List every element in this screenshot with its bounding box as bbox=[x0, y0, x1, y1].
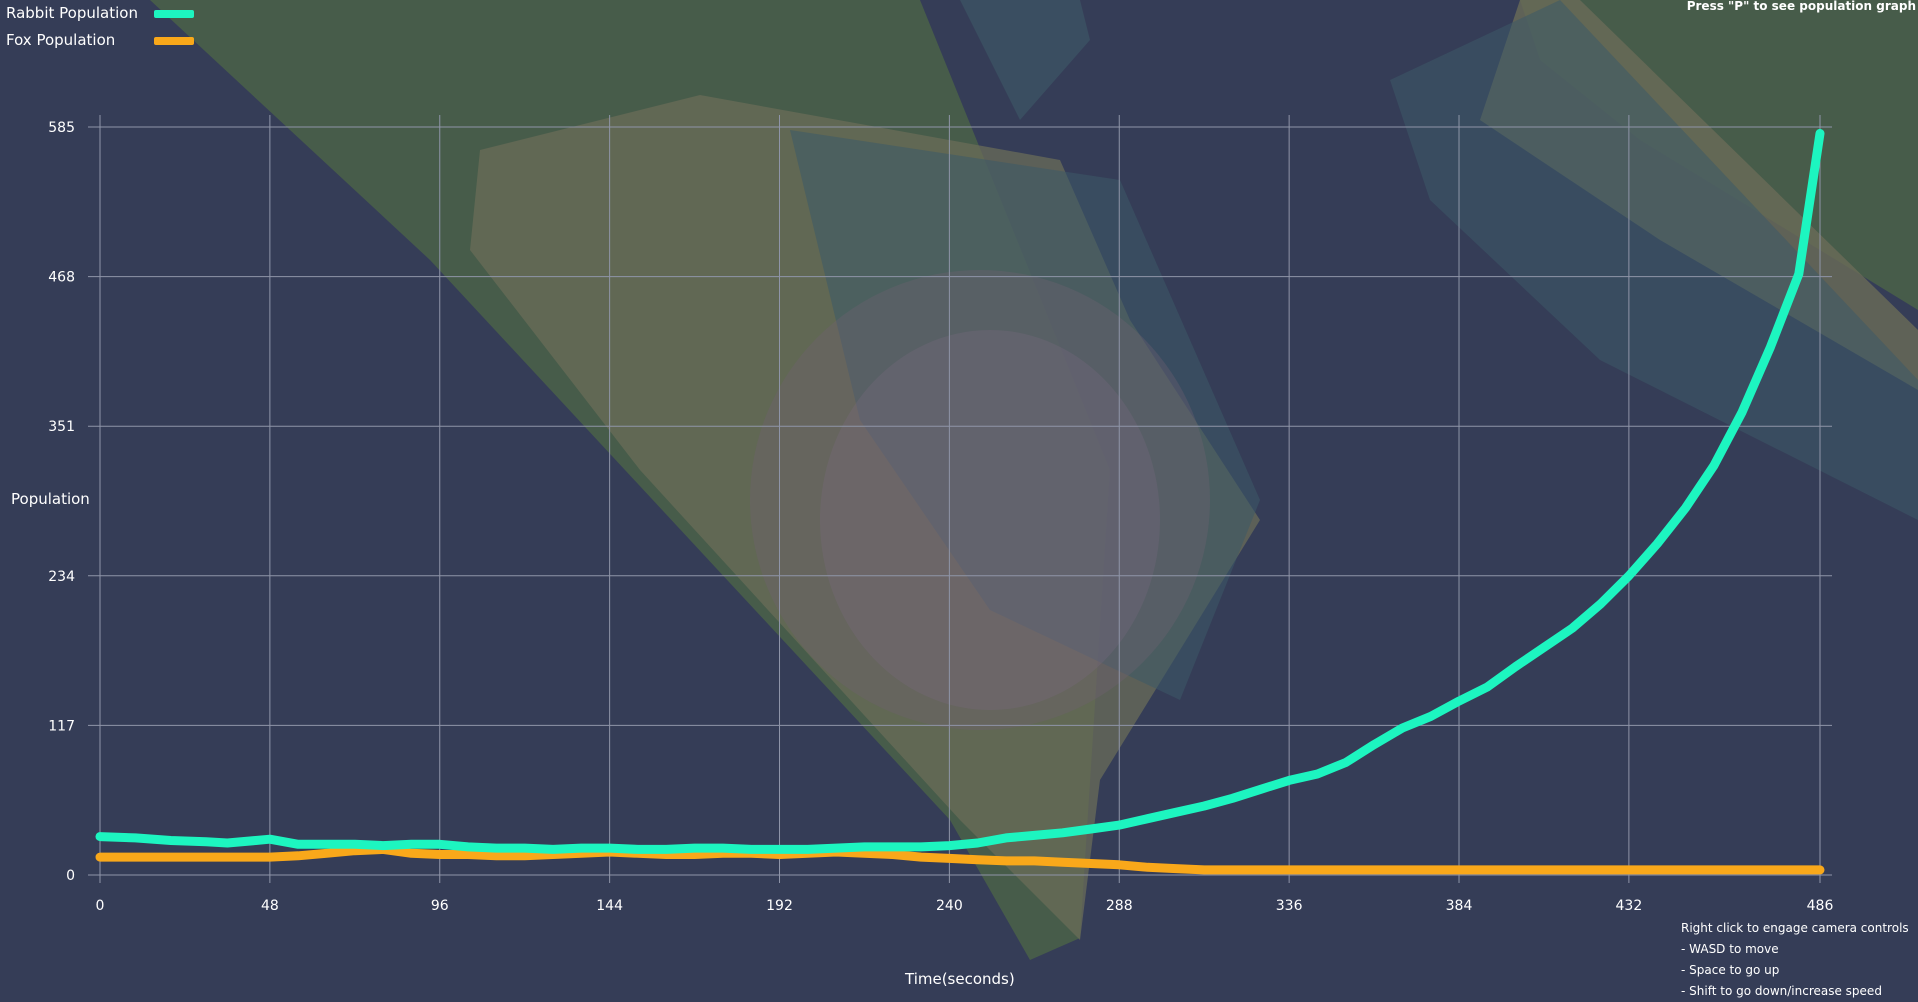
creature-cluster bbox=[750, 270, 1210, 730]
terrain-teal-strip bbox=[960, 0, 1090, 120]
creature-cluster-core bbox=[820, 330, 1160, 710]
series-lines bbox=[95, 128, 1825, 875]
legend-swatch-fox bbox=[154, 36, 194, 45]
y-tick-label: 234 bbox=[48, 569, 75, 585]
camera-controls-help: Right click to engage camera controls - … bbox=[1681, 918, 1909, 1002]
y-tick-label: 117 bbox=[48, 718, 75, 734]
y-tick-label: 468 bbox=[48, 270, 75, 286]
legend-item-fox: Fox Population bbox=[6, 27, 194, 54]
grid-lines bbox=[88, 115, 1832, 883]
y-tick-labels: 0 117 234 351 468 585 bbox=[48, 120, 75, 884]
fox-population-line bbox=[95, 844, 1825, 875]
controls-line-move: - WASD to move bbox=[1681, 942, 1779, 956]
legend-label-fox: Fox Population bbox=[6, 31, 116, 49]
x-tick-label: 432 bbox=[1616, 898, 1643, 914]
graph-toggle-hint: Press "P" to see population graph bbox=[1686, 0, 1916, 13]
x-tick-label: 288 bbox=[1106, 898, 1133, 914]
controls-line-down: - Shift to go down/increase speed bbox=[1681, 984, 1882, 998]
y-tick-label: 351 bbox=[48, 419, 75, 435]
x-tick-label: 336 bbox=[1276, 898, 1303, 914]
x-tick-labels: 0 48 96 144 192 240 288 336 384 432 486 bbox=[96, 898, 1834, 914]
x-tick-label: 486 bbox=[1807, 898, 1834, 914]
x-tick-label: 192 bbox=[766, 898, 793, 914]
x-axis-label: Time(seconds) bbox=[905, 970, 1015, 988]
terrain-teal-right bbox=[1390, 0, 1918, 520]
x-tick-label: 48 bbox=[261, 898, 279, 914]
x-tick-label: 144 bbox=[596, 898, 623, 914]
y-tick-label: 585 bbox=[48, 120, 75, 136]
x-tick-label: 240 bbox=[936, 898, 963, 914]
terrain-teal-region bbox=[790, 130, 1260, 700]
legend-swatch-rabbit bbox=[154, 9, 194, 18]
controls-line-up: - Space to go up bbox=[1681, 963, 1780, 977]
rabbit-population-line bbox=[95, 128, 1825, 854]
y-tick-label: 0 bbox=[66, 868, 75, 884]
legend-label-rabbit: Rabbit Population bbox=[6, 4, 138, 22]
y-axis-label: Population bbox=[11, 490, 90, 508]
x-tick-label: 0 bbox=[96, 898, 105, 914]
legend-item-rabbit: Rabbit Population bbox=[6, 0, 194, 27]
x-tick-label: 384 bbox=[1446, 898, 1473, 914]
legend: Rabbit Population Fox Population bbox=[6, 0, 194, 54]
x-tick-label: 96 bbox=[431, 898, 449, 914]
controls-line-engage: Right click to engage camera controls bbox=[1681, 921, 1909, 935]
